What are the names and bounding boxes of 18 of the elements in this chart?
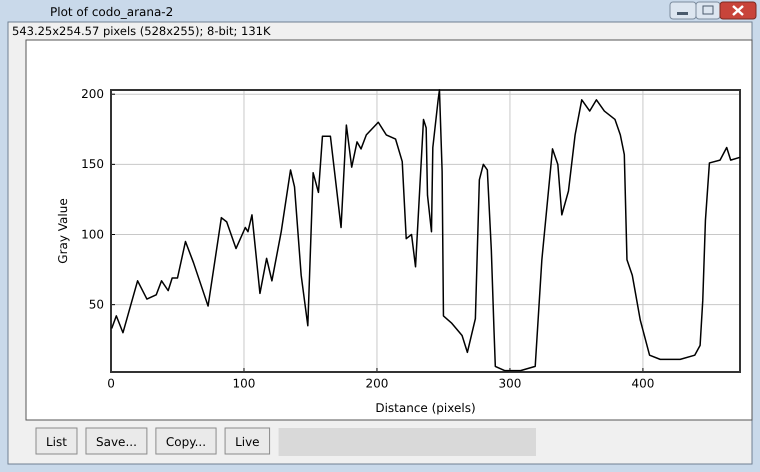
x-axis-title: Distance (pixels) [375, 401, 476, 415]
y-tick-label: 50 [88, 297, 104, 312]
x-tick-label: 400 [631, 376, 654, 391]
x-tick-label: 300 [498, 376, 522, 391]
text: Live [235, 435, 260, 449]
y-tick-label: 100 [81, 227, 104, 242]
text: Copy... [166, 435, 206, 449]
text: Save... [96, 435, 137, 449]
chart-title: Plot of codo_arana-2 [50, 5, 174, 19]
y-tick-label: 200 [81, 87, 104, 102]
y-axis-title: Gray Value [56, 198, 70, 264]
x-tick-label: 0 [107, 376, 115, 391]
y-tick-label: 150 [81, 157, 104, 172]
x-tick-label: 100 [232, 376, 256, 391]
chart-subtitle: 543.25x254.57 pixels (528x255); 8-bit; 131K [12, 24, 271, 38]
text: List [46, 435, 68, 449]
x-tick-label: 200 [366, 376, 388, 391]
line-series [110, 89, 741, 372]
